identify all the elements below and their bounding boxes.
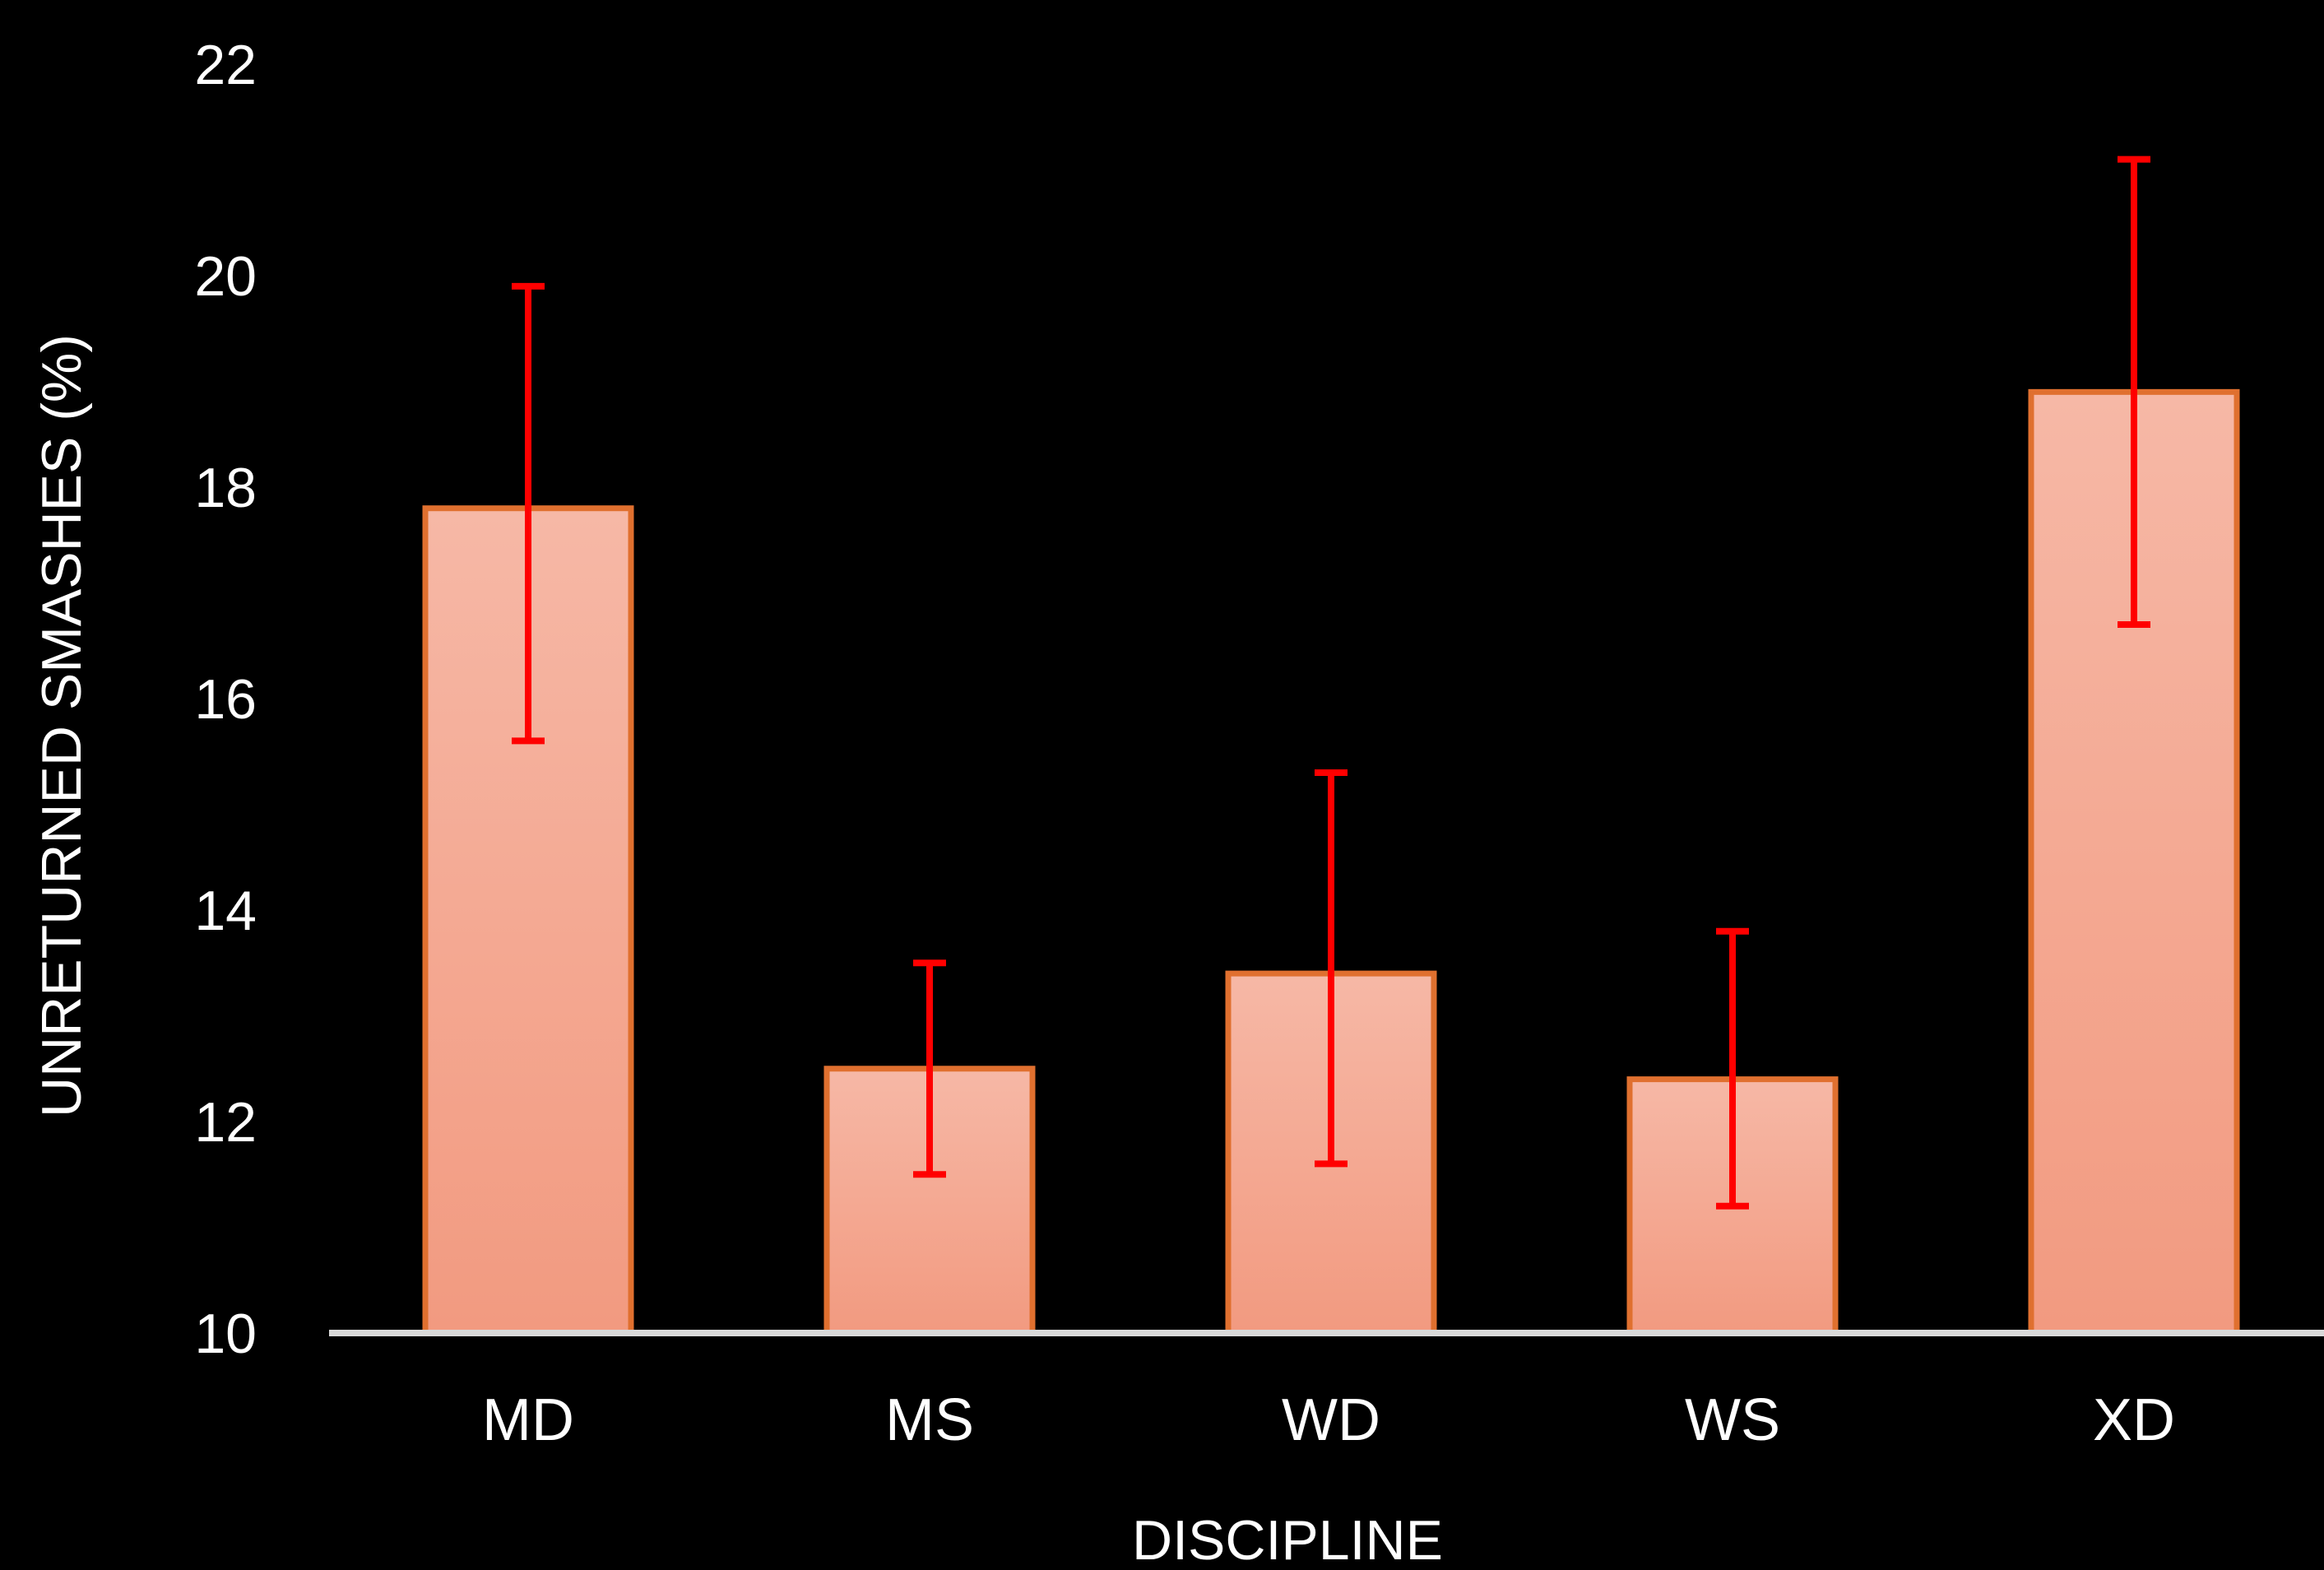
y-tick-label: 10 <box>194 1303 257 1365</box>
x-tick-label: MS <box>885 1387 974 1453</box>
x-axis-labels: MD MS WD WS XD <box>482 1387 2175 1453</box>
y-tick-label: 12 <box>194 1091 257 1154</box>
y-tick-label: 14 <box>194 880 257 942</box>
y-axis-ticks: 10 12 14 16 18 20 22 <box>194 34 257 1365</box>
x-tick-label: WS <box>1685 1387 1780 1453</box>
error-bar-ws <box>1716 927 1749 1210</box>
error-bar-xd <box>2118 156 2150 629</box>
x-tick-label: XD <box>2093 1387 2175 1453</box>
y-axis-title: UNRETURNED SMASHES (%) <box>30 334 93 1117</box>
y-tick-label: 22 <box>194 34 257 96</box>
error-bars-group <box>512 156 2150 1210</box>
x-tick-label: WD <box>1282 1387 1380 1453</box>
x-tick-label: MD <box>482 1387 574 1453</box>
y-tick-label: 18 <box>194 457 257 519</box>
x-axis-title: DISCIPLINE <box>1132 1509 1443 1570</box>
error-bar-ms <box>913 959 946 1178</box>
error-bar-wd <box>1315 769 1348 1168</box>
y-tick-label: 16 <box>194 668 257 731</box>
error-bar-md <box>512 282 545 745</box>
y-tick-label: 20 <box>194 245 257 308</box>
